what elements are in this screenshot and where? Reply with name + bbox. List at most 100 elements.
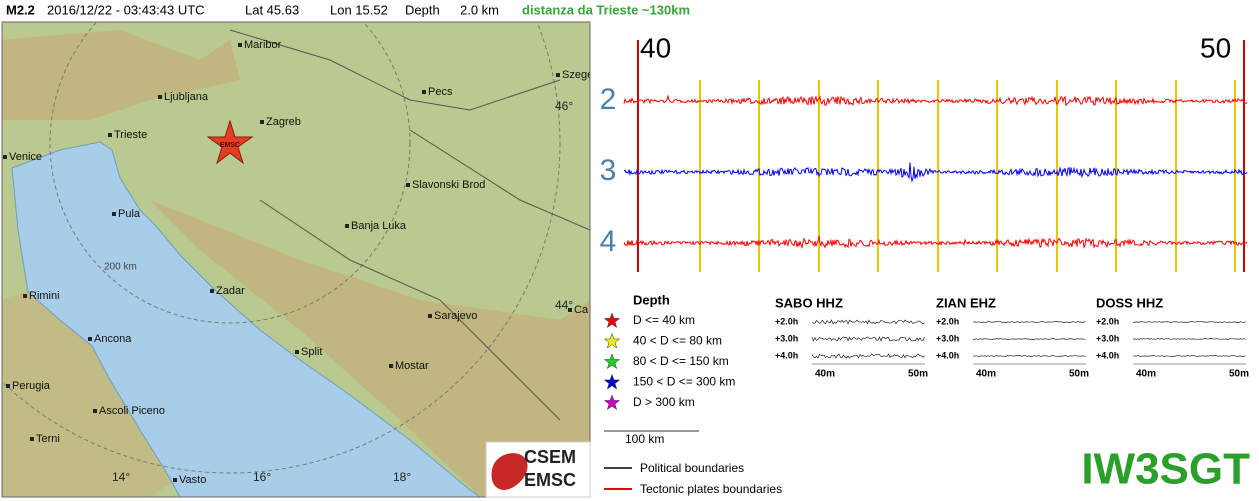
city-label: Venice — [9, 151, 42, 163]
legend-item: 40 < D <= 80 km — [633, 334, 722, 348]
magnitude: M2.2 — [6, 2, 35, 17]
station-offset: +4.0h — [775, 350, 798, 360]
station-trace — [1132, 321, 1246, 323]
city-dot — [389, 364, 393, 368]
city-label: Ascoli Piceno — [99, 405, 165, 417]
station-trace — [811, 353, 925, 359]
depth-label: Depth — [405, 2, 440, 17]
city-dot — [345, 224, 349, 228]
political-boundary — [229, 29, 590, 421]
depth-value: 2.0 km — [460, 2, 499, 17]
city-label: Split — [301, 346, 322, 358]
station-trace — [972, 321, 1086, 323]
city-label: Ljubljana — [164, 91, 209, 103]
city-dot — [556, 73, 560, 77]
map: Maribor Ljubljana Zagreb Trieste Venice Pecs S… — [2, 22, 590, 497]
city-dot — [568, 308, 572, 312]
scale-label: 100 km — [625, 432, 664, 446]
city-dot — [6, 384, 10, 388]
station-offset: +2.0h — [775, 316, 798, 326]
apennines — [2, 290, 175, 497]
lat: Lat 45.63 — [245, 2, 299, 17]
time-grid — [699, 80, 1236, 272]
city-label: Ca — [574, 304, 589, 316]
station-offset: +2.0h — [1096, 316, 1119, 326]
city-dot — [422, 90, 426, 94]
time-label: 40 — [640, 32, 671, 63]
legend-star — [603, 332, 621, 349]
city-dot — [428, 314, 432, 318]
callsign: IW3SGT — [1081, 445, 1250, 494]
legend-star — [603, 312, 621, 329]
alps — [2, 30, 240, 120]
station-trace — [811, 336, 925, 342]
city-label: Rimini — [29, 290, 60, 302]
trace — [623, 162, 1248, 183]
datetime: 2016/12/22 - 03:43:43 UTC — [47, 2, 205, 17]
city-dot — [23, 294, 27, 298]
city-label: Terni — [36, 433, 60, 445]
station-name: ZIAN EHZ — [936, 295, 996, 310]
station-trace — [1132, 355, 1246, 357]
boundary-label: Political boundaries — [640, 461, 744, 475]
station-trace — [1132, 338, 1246, 340]
city-label: Banja Luka — [351, 220, 407, 232]
city-dot — [88, 337, 92, 341]
city-dot — [406, 183, 410, 187]
graticule-label: 18° — [393, 470, 411, 484]
city-dot — [108, 133, 112, 137]
city-dot — [30, 437, 34, 441]
legend-star — [603, 373, 621, 390]
city-label: Pula — [118, 208, 141, 220]
city-label: Pecs — [428, 86, 453, 98]
station-time: 40m — [815, 369, 835, 380]
trace-label: 3 — [600, 154, 617, 187]
city-label: Sarajevo — [434, 310, 477, 322]
distance: distanza da Trieste ~130km — [522, 2, 690, 17]
graticule-label: 44° — [555, 298, 573, 312]
logo-globe — [491, 453, 528, 490]
trace-label: 4 — [600, 225, 617, 258]
city-label: Perugia — [12, 380, 51, 392]
city-dot — [260, 120, 264, 124]
station-trace — [972, 355, 1086, 357]
trace — [623, 236, 1248, 250]
mountains — [150, 200, 590, 497]
logo-text: CSEM — [524, 447, 576, 467]
trace-label: 2 — [600, 83, 617, 116]
city-label: Ancona — [94, 333, 132, 345]
city-dot — [210, 289, 214, 293]
station-offset: +2.0h — [936, 316, 959, 326]
station-offset: +3.0h — [775, 333, 798, 343]
city-label: Zagreb — [266, 116, 301, 128]
logo-text: EMSC — [524, 470, 576, 490]
sea — [11, 141, 481, 497]
legend-item: D <= 40 km — [633, 313, 695, 327]
station-offset: +3.0h — [1096, 333, 1119, 343]
station-time: 40m — [976, 369, 996, 380]
city-label: Slavonski Brod — [412, 179, 485, 191]
legend-item: 80 < D <= 150 km — [633, 354, 729, 368]
city-dot — [93, 409, 97, 413]
city-dot — [112, 212, 116, 216]
city-dot — [295, 350, 299, 354]
station-offset: +3.0h — [936, 333, 959, 343]
city-label: Mostar — [395, 360, 429, 372]
range-circle — [2, 22, 561, 474]
lon: Lon 15.52 — [330, 2, 388, 17]
station-time: 40m — [1136, 369, 1156, 380]
legend-item: 150 < D <= 300 km — [633, 375, 735, 389]
city-dot — [173, 478, 177, 482]
station-name: DOSS HHZ — [1096, 295, 1163, 310]
legend-star — [603, 353, 621, 370]
graticule-label: 46° — [555, 99, 573, 113]
station-offset: +4.0h — [936, 350, 959, 360]
epicenter-label: EMSC — [220, 142, 240, 149]
graticule-label: 16° — [253, 470, 271, 484]
legend-title: Depth — [633, 292, 670, 307]
legend-star — [603, 394, 621, 411]
range-label: 200 km — [104, 262, 137, 273]
station-time: 50m — [908, 369, 928, 380]
range-circle — [49, 22, 411, 324]
